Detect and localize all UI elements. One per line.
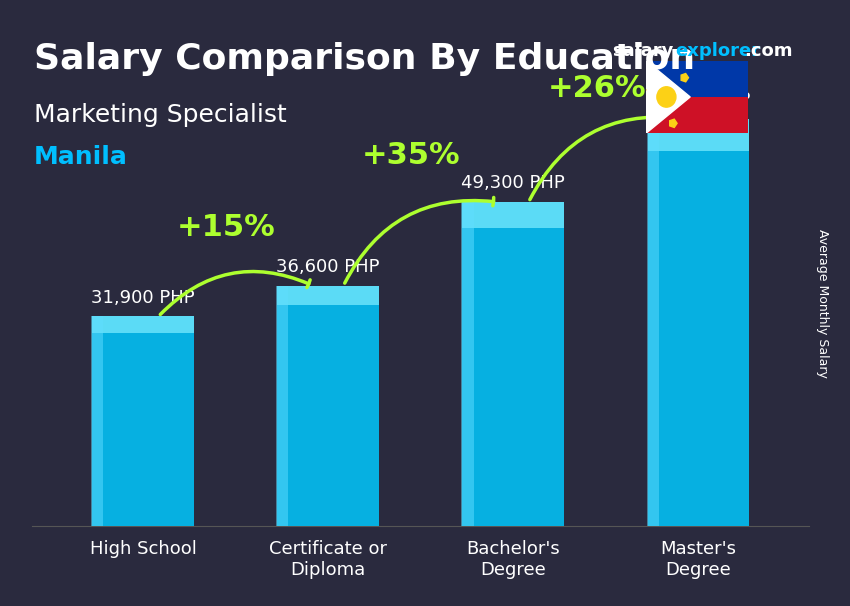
Bar xyxy=(462,202,564,526)
Text: Average Monthly Salary: Average Monthly Salary xyxy=(816,228,829,378)
Text: 49,300 PHP: 49,300 PHP xyxy=(462,175,565,192)
Text: Salary Comparison By Education: Salary Comparison By Education xyxy=(34,42,695,76)
Text: explorer: explorer xyxy=(676,42,761,61)
Polygon shape xyxy=(638,86,646,94)
Text: 62,000 PHP: 62,000 PHP xyxy=(647,91,750,108)
Bar xyxy=(277,285,379,526)
Bar xyxy=(648,119,750,526)
FancyBboxPatch shape xyxy=(646,61,748,97)
Text: .com: .com xyxy=(744,42,792,61)
Bar xyxy=(92,316,194,526)
Text: Marketing Specialist: Marketing Specialist xyxy=(34,103,286,127)
FancyBboxPatch shape xyxy=(646,97,748,133)
Polygon shape xyxy=(681,73,688,82)
Text: Manila: Manila xyxy=(34,145,127,170)
Bar xyxy=(277,285,379,305)
Bar xyxy=(276,285,288,526)
Circle shape xyxy=(657,87,676,107)
Polygon shape xyxy=(646,61,690,133)
Bar xyxy=(462,202,564,228)
Bar xyxy=(462,202,473,526)
Bar xyxy=(648,119,750,152)
Bar xyxy=(91,316,104,526)
Text: +35%: +35% xyxy=(362,141,461,170)
Text: salary: salary xyxy=(612,42,673,61)
Polygon shape xyxy=(670,119,677,127)
Bar xyxy=(92,316,194,333)
Text: +26%: +26% xyxy=(547,74,646,103)
Text: 31,900 PHP: 31,900 PHP xyxy=(91,288,195,307)
Text: 36,600 PHP: 36,600 PHP xyxy=(276,258,380,276)
Text: +15%: +15% xyxy=(177,213,275,242)
Bar xyxy=(647,119,659,526)
